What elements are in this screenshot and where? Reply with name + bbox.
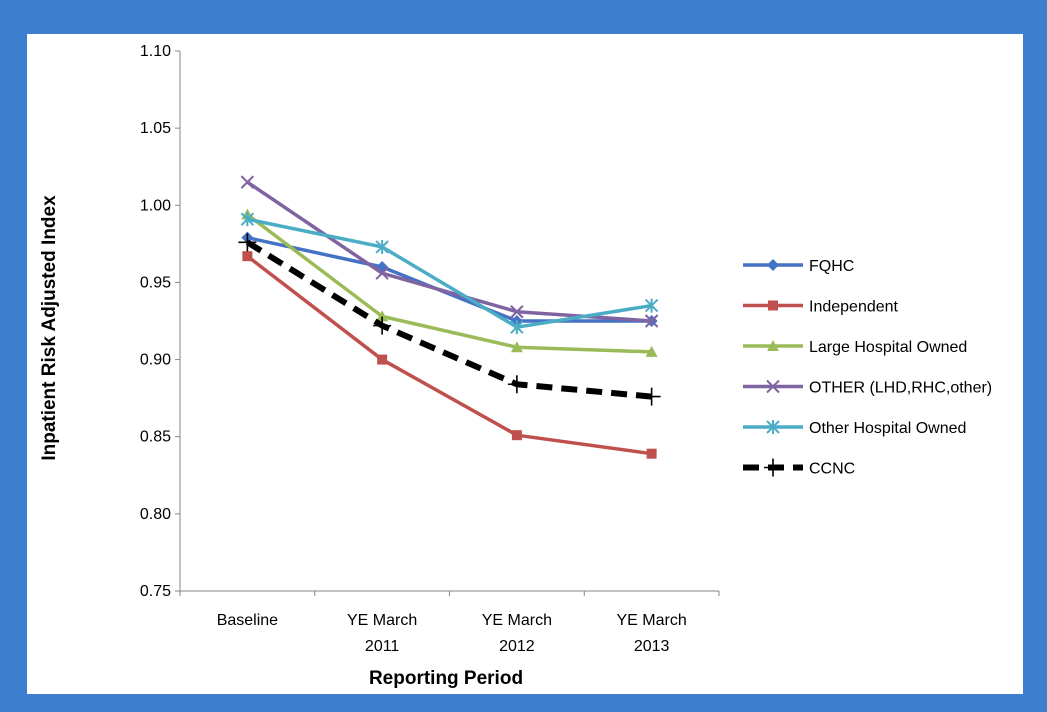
legend-item: CCNC [743, 458, 855, 478]
x-tick-label: 2011 [365, 638, 400, 655]
y-tick-label: 1.05 [140, 120, 171, 137]
y-tick-label: 0.95 [140, 274, 171, 291]
y-tick-label: 1.00 [140, 197, 171, 214]
data-point [644, 314, 659, 328]
series-line [246, 254, 652, 456]
x-tick-label: YE March [482, 612, 552, 629]
series-layer [238, 175, 661, 459]
data-point [373, 316, 392, 335]
x-tick-label: YE March [617, 612, 687, 629]
legend-label: Other Hospital Owned [809, 420, 966, 437]
y-tick-label: 0.85 [140, 429, 171, 446]
legend-item: OTHER (LHD,RHC,other) [743, 380, 992, 397]
data-point [377, 354, 388, 365]
y-tick-label: 1.10 [140, 43, 171, 60]
legend-label: Large Hospital Owned [809, 339, 967, 356]
legend-item: FQHC [743, 258, 854, 275]
data-point [510, 341, 523, 353]
data-point [511, 430, 522, 441]
series-ccnc [238, 233, 661, 406]
data-point [375, 239, 389, 254]
line-chart: 0.75 0.80 0.85 0.90 0.95 1.00 1.05 1.10 Baseline… [39, 43, 992, 689]
series-independent [242, 251, 657, 459]
data-point [238, 233, 257, 252]
legend-label: Independent [809, 299, 899, 316]
chart-panel: 0.75 0.80 0.85 0.90 0.95 1.00 1.05 1.10 Baseline… [27, 34, 1023, 694]
data-point [242, 251, 253, 262]
legend-item: Large Hospital Owned [743, 339, 967, 356]
legend-label: OTHER (LHD,RHC,other) [809, 380, 992, 397]
x-tick-label: Baseline [217, 612, 278, 629]
data-point [764, 458, 782, 477]
data-point [644, 298, 659, 313]
data-point [510, 320, 524, 335]
legend-item: Other Hospital Owned [743, 420, 966, 437]
axes: 0.75 0.80 0.85 0.90 0.95 1.00 1.05 1.10 Baseline… [140, 43, 720, 655]
data-point [767, 340, 779, 351]
data-point [766, 420, 780, 434]
series-fqhc [241, 231, 658, 327]
x-tick-label: 2012 [499, 638, 535, 655]
legend-label: FQHC [809, 258, 854, 275]
data-point [645, 345, 658, 357]
series-line [245, 239, 652, 400]
series-other-hospital-owned [240, 212, 659, 335]
x-tick-label: YE March [347, 612, 417, 629]
data-point [375, 266, 389, 280]
series-line [246, 213, 652, 354]
x-tick-label: 2013 [634, 638, 670, 655]
data-point [507, 375, 526, 394]
series-line [247, 217, 652, 329]
data-point [767, 259, 779, 271]
y-tick-label: 0.80 [140, 506, 171, 523]
y-tick-label: 0.75 [140, 583, 171, 600]
legend-item: Independent [743, 299, 899, 316]
y-tick-label: 0.90 [140, 352, 171, 369]
x-axis-title: Reporting Period [369, 668, 523, 689]
data-point [376, 310, 389, 322]
data-point [646, 448, 657, 459]
series-line [247, 235, 652, 323]
legend: FQHC Independent Large Hospital Owned OTHER… [743, 258, 992, 478]
data-point [510, 305, 524, 319]
data-point [642, 387, 661, 406]
legend-label: CCNC [809, 461, 855, 478]
y-axis-title: Inpatient Risk Adjusted Index [39, 195, 60, 461]
data-point [766, 379, 780, 394]
data-point [240, 212, 255, 227]
data-point [768, 300, 778, 311]
data-point [240, 175, 255, 189]
